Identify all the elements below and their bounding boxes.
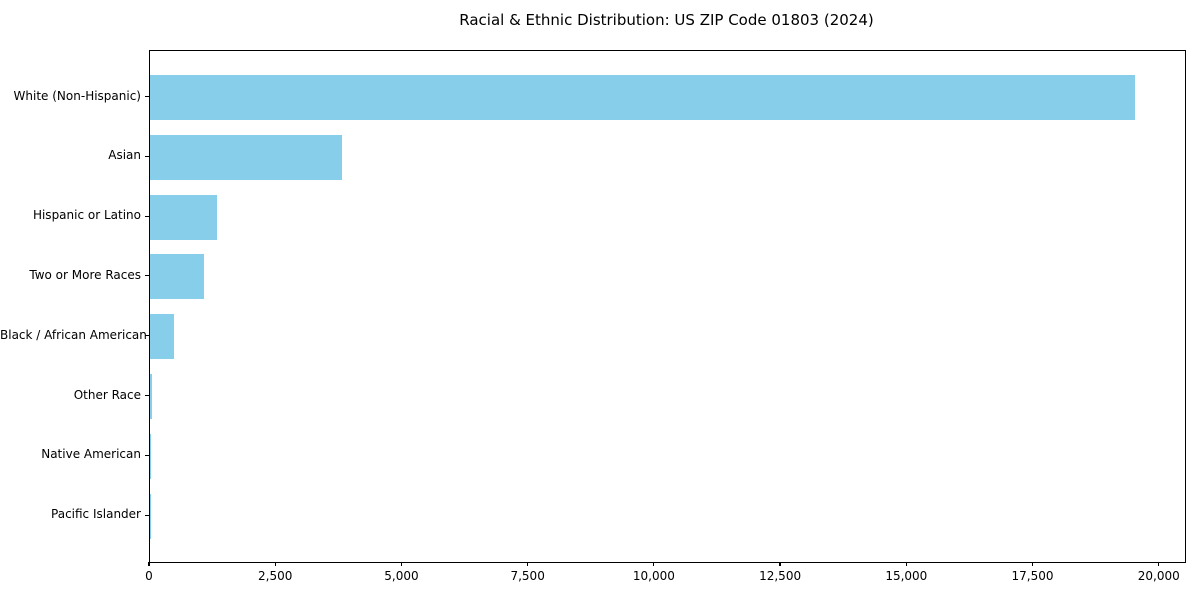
y-tick-label: Other Race [73, 387, 141, 402]
x-tick-mark [905, 562, 907, 567]
x-tick-label: 5,000 [384, 569, 419, 583]
x-tick-label: 17,500 [1011, 569, 1054, 583]
x-tick-label: 15,000 [885, 569, 928, 583]
y-tick-label: Pacific Islander [51, 507, 141, 522]
chart-title: Racial & Ethnic Distribution: US ZIP Cod… [459, 11, 874, 29]
y-tick-label: Hispanic or Latino [32, 208, 141, 223]
x-tick-mark [779, 562, 781, 567]
x-tick-mark [1031, 562, 1034, 567]
y-tick-mark [145, 335, 149, 337]
bar [150, 374, 152, 419]
x-tick-label: 20,000 [1137, 569, 1180, 583]
x-tick-mark [148, 562, 150, 567]
y-tick-label: Black / African American [0, 327, 147, 342]
x-tick-mark [1158, 562, 1160, 567]
x-tick-label: 0 [145, 569, 153, 583]
bar [150, 75, 1135, 120]
bar [150, 433, 151, 479]
x-tick-mark [274, 562, 276, 567]
x-tick-label: 10,000 [632, 569, 675, 583]
bar [150, 254, 205, 300]
x-tick-mark [400, 562, 403, 567]
y-tick-mark [145, 275, 149, 277]
x-tick-label: 12,500 [759, 569, 802, 583]
y-tick-mark [145, 394, 149, 397]
plot-area [149, 50, 1186, 563]
y-tick-mark [145, 514, 149, 516]
y-tick-mark [145, 155, 149, 157]
bar [150, 194, 218, 240]
y-tick-label: Two or More Races [29, 267, 141, 282]
bar [150, 314, 175, 360]
bar [150, 134, 342, 180]
x-tick-label: 2,500 [258, 569, 293, 583]
y-tick-label: Native American [41, 447, 141, 462]
y-tick-label: Asian [108, 148, 141, 163]
x-tick-label: 7,500 [510, 569, 545, 583]
x-tick-mark [653, 562, 655, 567]
y-tick-label: White (Non-Hispanic) [13, 88, 141, 103]
y-tick-mark [145, 454, 149, 456]
x-tick-mark [527, 562, 529, 567]
y-tick-mark [145, 215, 149, 217]
y-tick-mark [145, 95, 149, 98]
